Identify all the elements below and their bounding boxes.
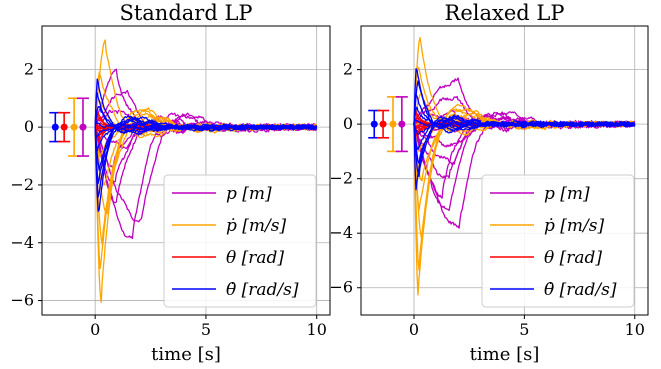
- chart-panel-2: 0 5 10 −6 −4 −2 0 2 Relaxed LP time [s] p [m] ṗ [m/…: [329, 1, 649, 365]
- errorbar-marker: [389, 120, 397, 128]
- errorbar-marker: [70, 123, 78, 131]
- series-line-θ̇: [94, 105, 317, 133]
- errorbar-marker: [51, 123, 59, 131]
- y-tick-label: 2: [343, 60, 353, 79]
- curves: [413, 36, 636, 296]
- errorbar-marker: [60, 123, 68, 131]
- legend-box: [481, 174, 635, 308]
- series-line-θ̇: [94, 78, 318, 136]
- x-axis-label: time [s]: [151, 344, 221, 365]
- legend-label: p [m]: [544, 184, 590, 204]
- legend-label: ṗ [m/s]: [544, 216, 604, 236]
- errorbar-marker: [379, 120, 387, 128]
- x-tick-label: 10: [307, 320, 327, 339]
- chart-title: Relaxed LP: [445, 1, 565, 25]
- series-line-θ̇: [413, 68, 635, 134]
- errorbar-4: [76, 97, 89, 157]
- x-tick-label: 5: [201, 320, 211, 339]
- errorbar-1: [49, 111, 62, 143]
- y-tick-label: 0: [343, 114, 353, 133]
- x-tick-label: 5: [519, 320, 529, 339]
- errorbar-2: [58, 111, 71, 143]
- legend-label: θ̇ [rad/s]: [544, 280, 617, 300]
- y-tick-label: 2: [24, 59, 34, 78]
- y-tick-label: −2: [10, 175, 34, 194]
- x-axis-label: time [s]: [470, 344, 540, 365]
- axes-frame: [41, 25, 331, 316]
- series-line-p: [413, 111, 636, 229]
- legend-box: [163, 174, 317, 308]
- x-tick-label: 0: [90, 320, 100, 339]
- x-tick-label: 10: [625, 320, 645, 339]
- y-tick-label: −2: [329, 169, 353, 188]
- errorbar-marker: [79, 123, 87, 131]
- y-tick-label: −6: [10, 291, 34, 310]
- series-line-θ̇: [413, 80, 636, 132]
- legend-label: p [m]: [226, 184, 272, 204]
- legend-label: θ̇ [rad/s]: [226, 280, 299, 300]
- legend: p [m] ṗ [m/s] θ [rad] θ̇ [rad/s]: [163, 174, 317, 308]
- y-tick-label: −4: [10, 233, 34, 252]
- curves: [94, 39, 318, 303]
- legend-label: ṗ [m/s]: [226, 216, 286, 236]
- chart-panel-1: 0 5 10 −6 −4 −2 0 2 Standard LP time [s] p [m] ṗ [m…: [10, 1, 331, 365]
- y-tick-label: −4: [329, 223, 353, 242]
- y-tick-label: 0: [24, 117, 34, 136]
- y-tick-label: −6: [329, 278, 353, 297]
- errorbar-marker: [398, 120, 406, 128]
- errorbar-marker: [370, 120, 378, 128]
- legend-label: θ [rad]: [544, 248, 602, 268]
- errorbar-2: [377, 109, 390, 139]
- legend-label: θ [rad]: [226, 248, 284, 268]
- legend: p [m] ṗ [m/s] θ [rad] θ̇ [rad/s]: [481, 174, 635, 308]
- axes-frame: [360, 25, 649, 316]
- chart-title: Standard LP: [119, 1, 252, 25]
- x-tick-label: 0: [409, 320, 419, 339]
- errorbar-4: [395, 96, 408, 153]
